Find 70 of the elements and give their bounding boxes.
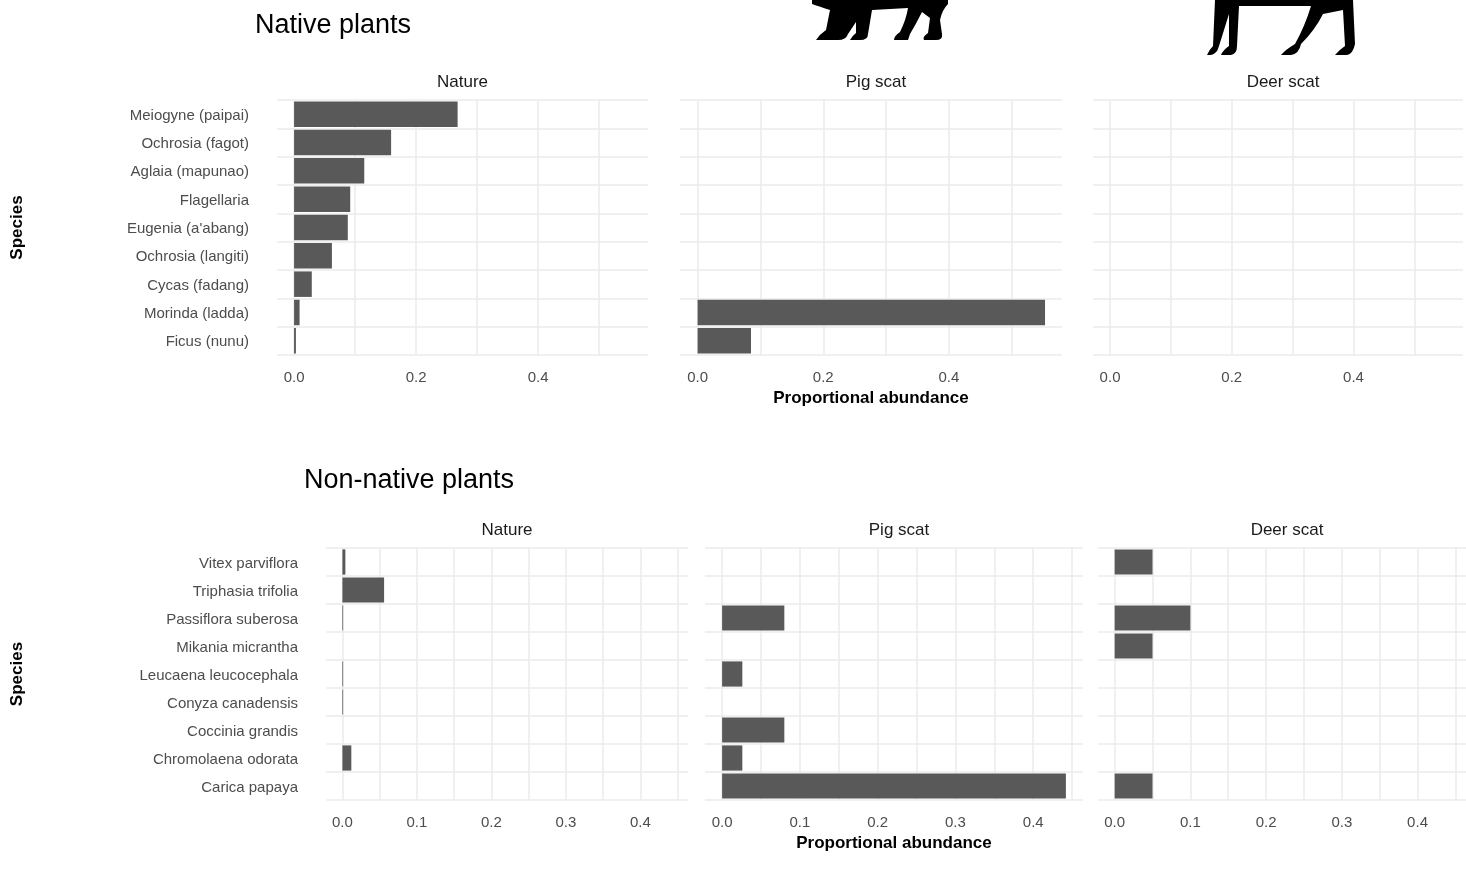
bar xyxy=(722,661,743,687)
x-tick-label: 0.1 xyxy=(789,813,811,830)
y-axis-title: Species xyxy=(7,641,26,707)
x-tick-label: 0.2 xyxy=(405,368,427,385)
x-tick-label: 0.3 xyxy=(555,813,577,830)
bar xyxy=(722,773,1066,799)
x-tick-label: 0.0 xyxy=(283,368,305,385)
bar xyxy=(294,214,348,241)
x-tick-label: 0.0 xyxy=(687,368,709,385)
x-tick-label: 0.2 xyxy=(480,813,502,830)
chart-subtitle: Nature xyxy=(436,72,489,91)
x-tick-label: 0.0 xyxy=(1099,368,1121,385)
y-tick-label: Vitex parviflora xyxy=(199,553,299,571)
chart-subtitle: Pig scat xyxy=(868,520,930,539)
bar xyxy=(342,549,346,575)
chart-title: Non-native plants xyxy=(304,463,515,494)
y-tick-label: Meiogyne (paipai) xyxy=(129,105,249,123)
bar xyxy=(722,605,785,631)
bar xyxy=(294,243,332,269)
x-tick-label: 0.2 xyxy=(812,368,834,385)
x-tick-label: 0.4 xyxy=(1343,368,1364,385)
bar xyxy=(294,158,365,184)
x-tick-label: 0.2 xyxy=(1221,368,1243,385)
y-tick-label: Chromolaena odorata xyxy=(152,749,299,767)
y-tick-label: Carica papaya xyxy=(201,777,299,795)
bar xyxy=(294,101,458,127)
bar xyxy=(722,717,785,743)
chart-subtitle: Pig scat xyxy=(845,72,907,91)
x-tick-label: 0.4 xyxy=(1407,813,1428,830)
bar xyxy=(722,745,743,771)
x-tick-label: 0.0 xyxy=(1104,813,1126,830)
x-tick-label: 0.3 xyxy=(945,813,966,830)
x-tick-label: 0.4 xyxy=(1022,813,1044,830)
y-tick-label: Passiflora suberosa xyxy=(166,609,299,627)
chart-subtitle: Nature xyxy=(481,520,533,539)
x-tick-label: 0.4 xyxy=(527,368,549,385)
x-axis-title: Proportional abundance xyxy=(773,387,969,407)
y-tick-label: Triphasia trifolia xyxy=(192,581,299,599)
chart-subtitle: Deer scat xyxy=(1250,520,1324,539)
bar xyxy=(294,299,300,326)
x-tick-label: 0.3 xyxy=(1331,813,1353,830)
y-tick-label: Coccinia grandis xyxy=(187,721,298,739)
bar xyxy=(294,129,392,156)
y-tick-label: Conyza canadensis xyxy=(167,693,298,711)
chart-title: Native plants xyxy=(255,8,412,39)
x-tick-label: 0.4 xyxy=(629,813,651,830)
y-tick-label: Mikania micrantha xyxy=(176,637,299,655)
x-tick-label: 0.2 xyxy=(1255,813,1277,830)
bar xyxy=(294,271,312,297)
x-tick-label: 0.1 xyxy=(1179,813,1201,830)
y-tick-label: Ficus (nunu) xyxy=(165,332,249,350)
y-tick-label: Flagellaria xyxy=(179,190,250,208)
bar xyxy=(342,577,385,603)
y-axis-title: Species xyxy=(7,195,26,260)
y-tick-label: Leucaena leucocephala xyxy=(139,665,299,683)
y-tick-label: Morinda (ladda) xyxy=(143,304,249,321)
x-tick-label: 0.4 xyxy=(938,368,960,385)
y-tick-label: Ochrosia (fagot) xyxy=(141,134,249,151)
bar xyxy=(294,186,351,212)
bar xyxy=(342,745,352,771)
y-tick-label: Ochrosia (langiti) xyxy=(135,247,249,265)
y-tick-label: Aglaia (mapunao) xyxy=(130,162,249,180)
x-tick-label: 0.2 xyxy=(867,813,889,830)
x-tick-label: 0.0 xyxy=(711,813,733,830)
y-tick-label: Cycas (fadang) xyxy=(147,275,249,293)
y-tick-label: Eugenia (a'abang) xyxy=(126,219,249,236)
x-axis-title: Proportional abundance xyxy=(796,832,992,852)
x-tick-label: 0.1 xyxy=(406,813,428,830)
x-tick-label: 0.0 xyxy=(331,813,353,830)
chart-subtitle: Deer scat xyxy=(1246,72,1320,91)
